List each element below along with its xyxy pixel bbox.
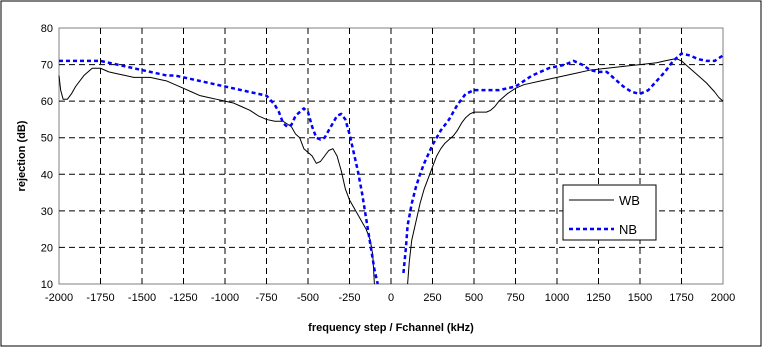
y-tick-label: 30 [41,206,53,218]
y-tick-label: 70 [41,60,53,72]
series-line-wb [58,67,375,285]
x-tick-label: 2000 [711,292,735,304]
x-tick-label: 1250 [586,292,610,304]
x-tick-label: -500 [297,292,319,304]
x-tick-label: 750 [506,292,524,304]
x-tick-label: 1500 [628,292,652,304]
x-axis-title: frequency step / Fchannel (kHz) [308,322,474,334]
x-tick-label: -1750 [86,292,114,304]
y-tick-label: 60 [41,96,53,108]
legend: WB NB [562,184,657,241]
y-tick-labels: 10 20 30 40 50 60 70 80 [41,23,53,291]
series-layer [58,52,724,285]
legend-wb-label: WB [619,193,640,208]
legend-box [562,184,657,241]
x-tick-label: 1000 [545,292,569,304]
x-tick-label: 1750 [669,292,693,304]
x-tick-label: 500 [465,292,483,304]
x-tick-label: -1500 [128,292,156,304]
y-tick-label: 20 [41,242,53,254]
y-tick-label: 10 [41,279,53,291]
series-line-nb [402,52,724,274]
x-tick-label: -2000 [45,292,73,304]
x-tick-label: 0 [388,292,394,304]
y-tick-label: 40 [41,169,53,181]
legend-nb-label: NB [619,222,637,237]
y-tick-label: 80 [41,23,53,35]
y-axis-title: rejection (dB) [16,120,28,191]
x-tick-label: -1000 [211,292,239,304]
x-tick-label: -250 [338,292,360,304]
y-tick-label: 50 [41,133,53,145]
x-tick-label: -750 [255,292,277,304]
x-tick-label: 250 [423,292,441,304]
x-tick-labels: -2000 -1750 -1500 -1250 -1000 -750 -500 -250 0 25… [45,292,735,304]
series-line-nb [59,59,379,285]
x-tick-label: -1250 [169,292,197,304]
